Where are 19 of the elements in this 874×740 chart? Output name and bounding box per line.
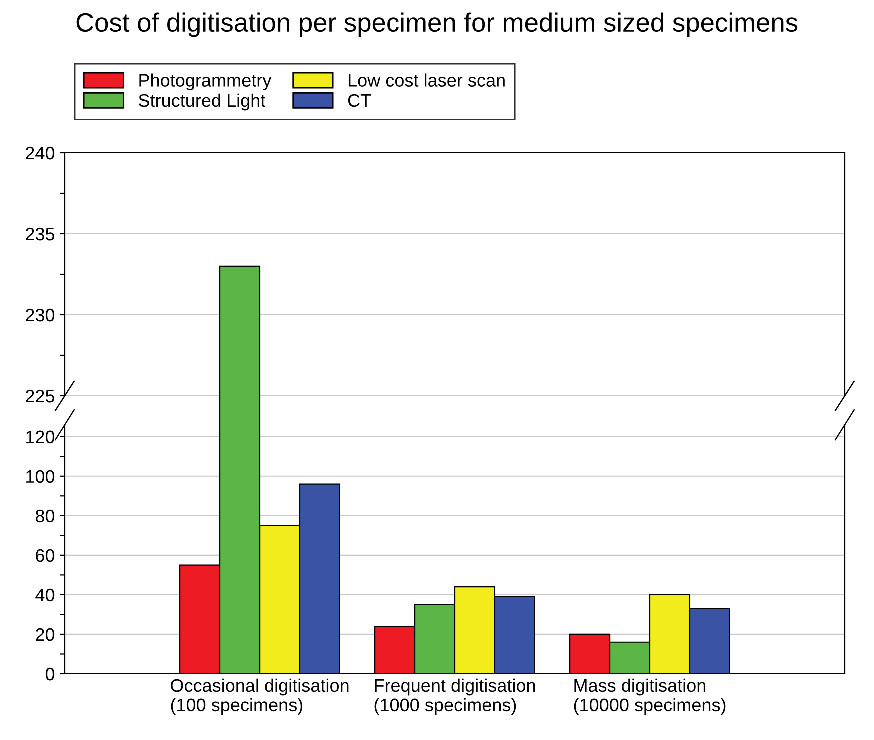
chart-title: Cost of digitisation per specimen for medium sized specimens <box>76 12 798 38</box>
x-tick-label: Mass digitisation (10000 specimens) <box>574 678 726 716</box>
y-tick-label: 225 <box>26 390 55 403</box>
legend-label: CT <box>348 94 372 108</box>
y-tick-label: 120 <box>26 430 55 444</box>
y-tick-label: 80 <box>36 510 55 523</box>
y-tick-label: 240 <box>26 146 55 160</box>
y-tick-label: 235 <box>26 228 55 241</box>
y-tick-label: 230 <box>26 308 55 322</box>
legend-label: Photogrammetry <box>140 74 272 91</box>
y-tick-label: 20 <box>36 628 55 642</box>
legend-label: Structured Light <box>139 94 266 111</box>
x-tick-label: Occasional digitisation (100 specimens) <box>171 678 349 716</box>
y-tick-label: 40 <box>36 588 55 602</box>
y-tick-label: 60 <box>36 549 55 562</box>
y-tick-label: 100 <box>26 470 55 484</box>
legend-label: Low cost laser scan <box>348 74 505 87</box>
y-tick-label: 0 <box>46 668 55 681</box>
x-tick-label: Frequent digitisation (1000 specimens) <box>374 678 536 716</box>
